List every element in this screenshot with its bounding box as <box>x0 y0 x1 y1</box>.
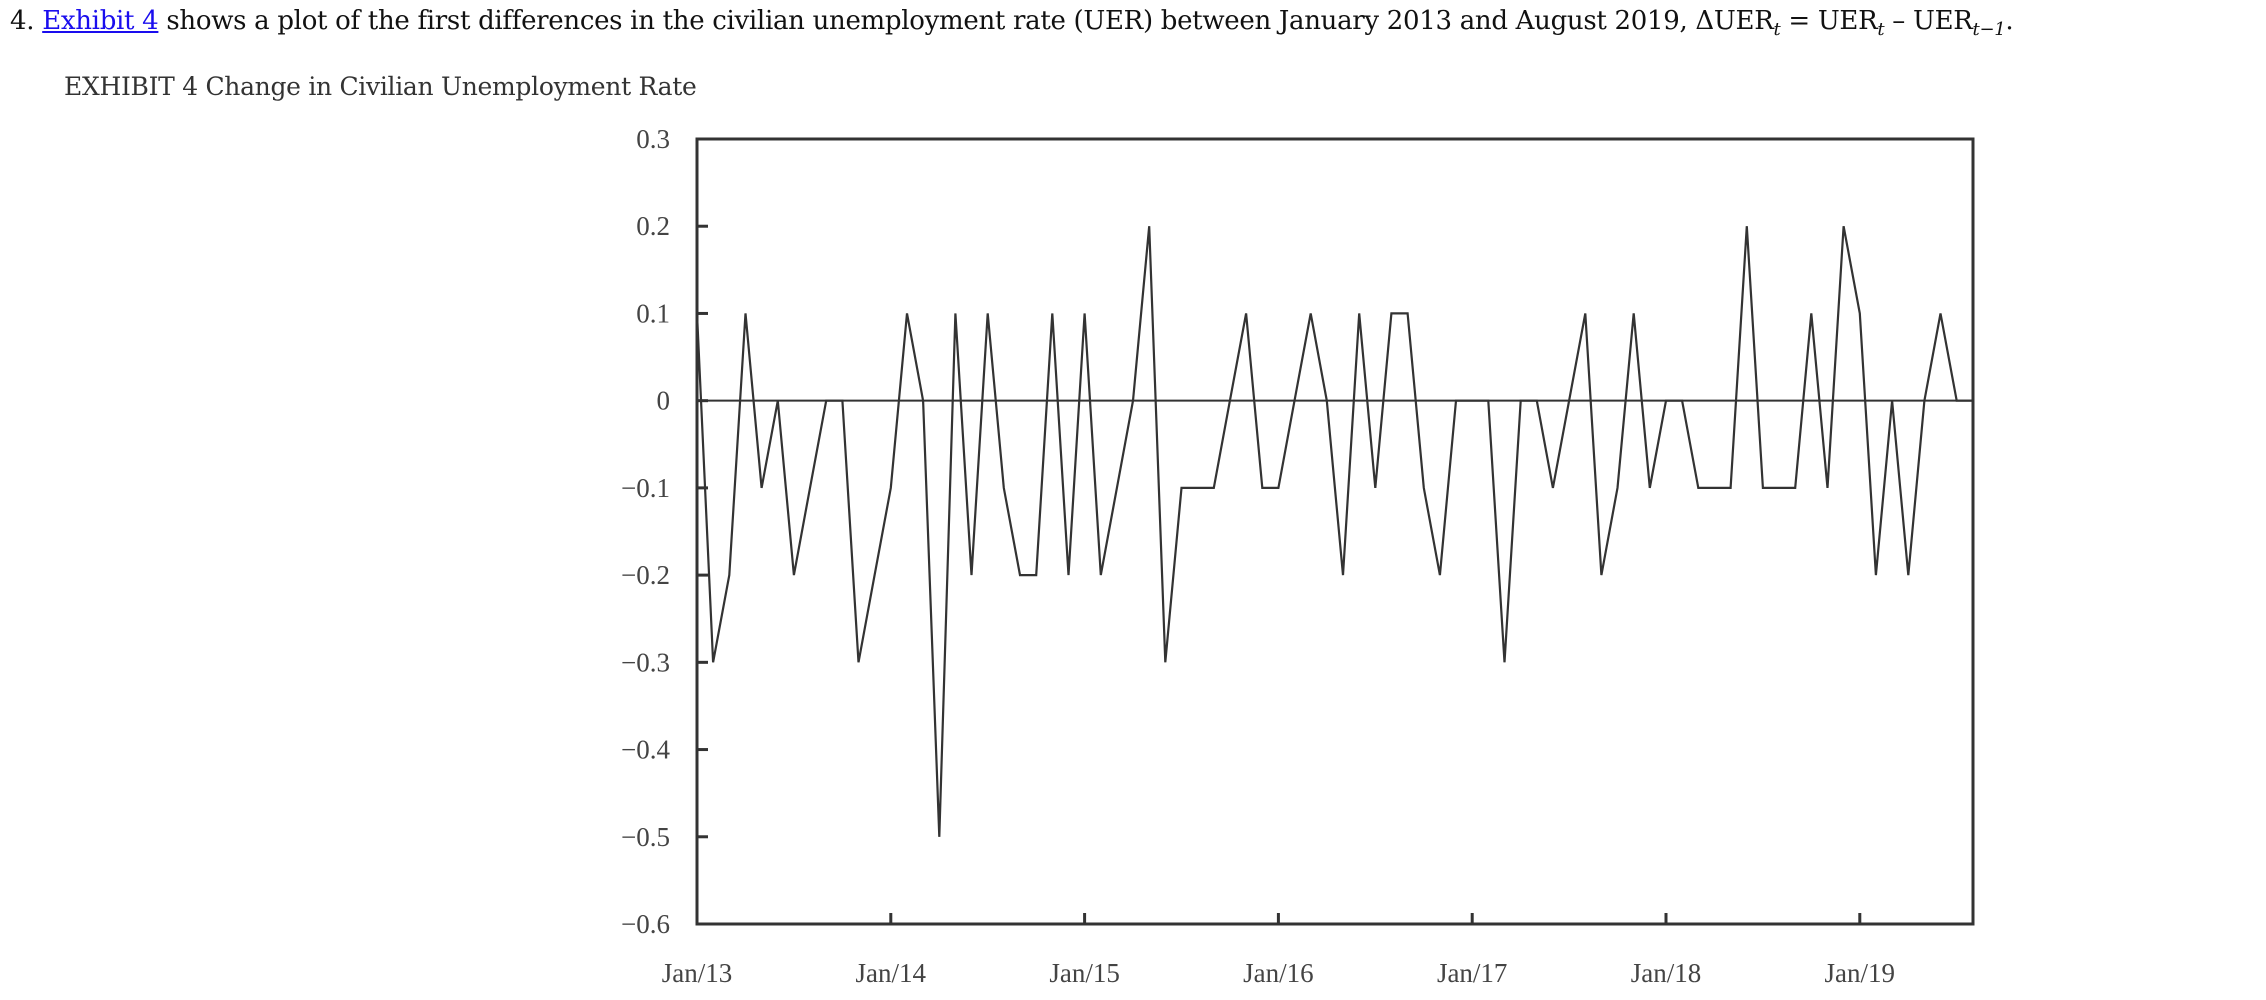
y-tick-label: −0.3 <box>621 647 670 677</box>
plot-frame <box>695 137 1975 926</box>
y-tick-labels: 0.3 0.2 0.1 0 −0.1 −0.2 −0.3 −0.4 −0.5 −0.6 <box>621 124 670 939</box>
x-tick-label: Jan/15 <box>1049 958 1120 988</box>
x-tick-label: Jan/19 <box>1825 958 1896 988</box>
x-tick-label: Jan/16 <box>1243 958 1314 988</box>
y-tick-label: −0.2 <box>621 560 670 590</box>
formula-end: . <box>2005 6 2014 36</box>
y-tick-label: 0.2 <box>636 211 670 241</box>
x-tick-label: Jan/13 <box>662 958 733 988</box>
subscript-t-minus-1: t−1 <box>1972 19 2006 41</box>
y-tick-label: −0.6 <box>621 909 670 939</box>
question-text: 4. Exhibit 4 shows a plot of the first d… <box>10 6 2014 41</box>
y-tick-label: 0.1 <box>636 298 670 328</box>
formula-equals: = UER <box>1780 6 1878 36</box>
x-tick-label: Jan/14 <box>856 958 927 988</box>
y-tick-label: −0.1 <box>621 473 670 503</box>
formula-minus: – UER <box>1884 6 1973 36</box>
subscript-t: t <box>1877 19 1885 41</box>
x-tick-label: Jan/18 <box>1631 958 1702 988</box>
series-line <box>695 225 1973 837</box>
axes <box>695 137 1975 926</box>
question-number: 4. <box>10 6 35 36</box>
y-tick-label: −0.4 <box>621 735 670 765</box>
exhibit-caption: EXHIBIT 4 Change in Civilian Unemploymen… <box>64 72 697 101</box>
y-tick-label: 0.3 <box>636 124 670 154</box>
exhibit-link[interactable]: Exhibit 4 <box>42 6 159 36</box>
y-tick-label: −0.5 <box>621 822 670 852</box>
formula-lhs: ΔUER <box>1695 6 1774 36</box>
x-tick-label: Jan/17 <box>1437 958 1508 988</box>
y-tick-label: 0 <box>657 386 671 416</box>
subscript-t: t <box>1773 19 1781 41</box>
series <box>695 225 1973 837</box>
question-body: shows a plot of the first differences in… <box>158 6 1696 36</box>
x-tick-labels: Jan/13 Jan/14 Jan/15 Jan/16 Jan/17 Jan/18 Jan/… <box>662 958 1895 988</box>
